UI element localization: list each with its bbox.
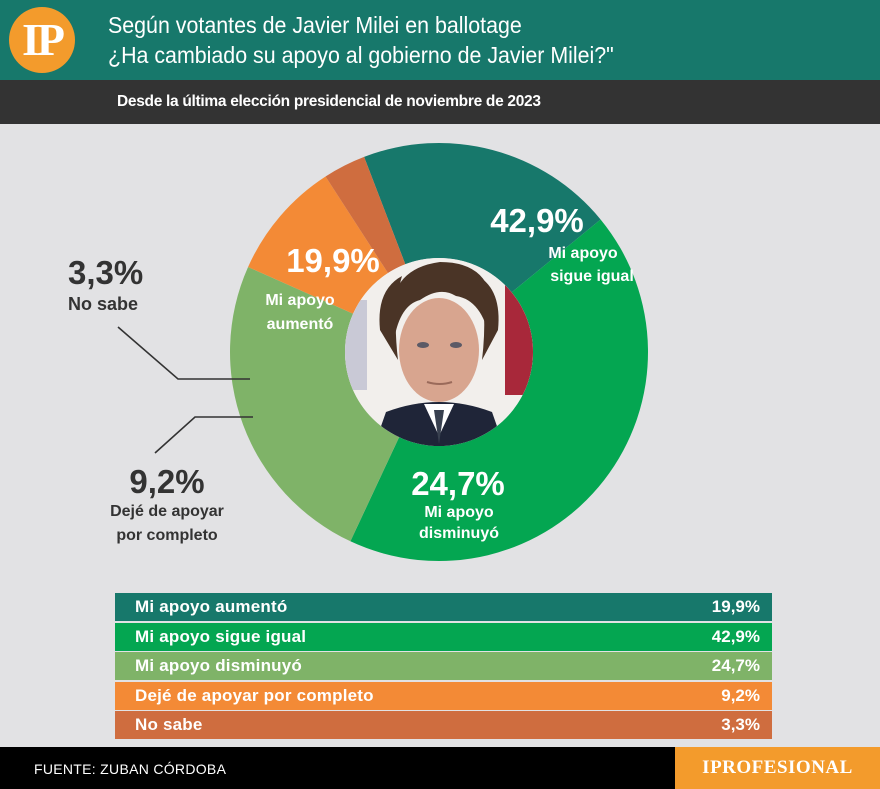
legend-value: 3,3% (721, 715, 760, 734)
legend-value: 9,2% (721, 685, 760, 705)
cat-label-aumento-1: Mi apoyo (265, 292, 335, 309)
leader-line-deje (154, 416, 253, 454)
legend-row-disminuyo: Mi apoyo disminuyó 24,7% (115, 652, 772, 680)
subtitle-bar: Desde la última elección presidencial de… (0, 80, 880, 124)
cat-label-sigue-igual-2: sigue igual (550, 268, 634, 285)
header-bar: IP Según votantes de Javier Milei en bal… (0, 0, 880, 80)
legend-label: Mi apoyo disminuyó (135, 656, 303, 675)
source-text: FUENTE: ZUBAN CÓRDOBA (34, 761, 227, 777)
pct-label-sigue-igual: 42,9% (490, 202, 584, 239)
legend-row-aumento: Mi apoyo aumentó 19,9% (115, 593, 772, 621)
donut-chart: 19,9% Mi apoyo aumentó 42,9% Mi apoyo si… (68, 142, 648, 561)
pct-label-no-sabe: 3,3% (68, 254, 143, 291)
subtitle: Desde la última elección presidencial de… (117, 93, 541, 110)
cat-label-disminuyo-1: Mi apoyo (424, 504, 494, 521)
slice-aumento (364, 142, 601, 293)
cat-label-sigue-igual-1: Mi apoyo (548, 245, 618, 262)
legend-label: No sabe (135, 715, 203, 734)
title-line-2: ¿Ha cambiado su apoyo al gobierno de Jav… (108, 42, 614, 68)
pct-label-deje: 9,2% (129, 463, 204, 500)
legend-row-no-sabe: No sabe 3,3% (115, 711, 772, 739)
legend-value: 42,9% (711, 626, 760, 646)
legend-row-sigue-igual: Mi apoyo sigue igual 42,9% (115, 622, 772, 651)
legend-value: 19,9% (711, 597, 760, 616)
pct-label-disminuyo: 24,7% (411, 465, 505, 502)
title-line-1: Según votantes de Javier Milei en ballot… (108, 12, 522, 38)
legend-row-deje: Dejé de apoyar por completo 9,2% (115, 681, 772, 710)
legend-value: 24,7% (711, 656, 760, 675)
slice-disminuyo (229, 266, 400, 542)
legend-label: Mi apoyo sigue igual (135, 626, 307, 646)
ip-logo: IP (9, 7, 75, 73)
slice-sigue-igual (350, 219, 648, 561)
leader-line-no-sabe (117, 326, 250, 380)
cat-label-deje-1: Dejé de apoyar (110, 503, 224, 520)
brand-logo: IPROFESIONAL (675, 747, 880, 789)
legend-table: Mi apoyo aumentó 19,9% Mi apoyo sigue ig… (115, 593, 772, 741)
legend-label: Dejé de apoyar por completo (135, 685, 374, 705)
legend-label: Mi apoyo aumentó (135, 597, 288, 616)
donut-slices (229, 142, 648, 561)
pct-label-aumento: 19,9% (286, 242, 380, 279)
cat-label-disminuyo-2: disminuyó (419, 525, 499, 542)
cat-label-aumento-2: aumentó (267, 316, 334, 333)
cat-label-no-sabe: No sabe (68, 294, 138, 314)
slice-no-sabe (325, 156, 406, 274)
footer-bar: FUENTE: ZUBAN CÓRDOBA IPROFESIONAL (0, 747, 880, 789)
cat-label-deje-2: por completo (116, 527, 218, 544)
slice-deje (248, 176, 388, 314)
